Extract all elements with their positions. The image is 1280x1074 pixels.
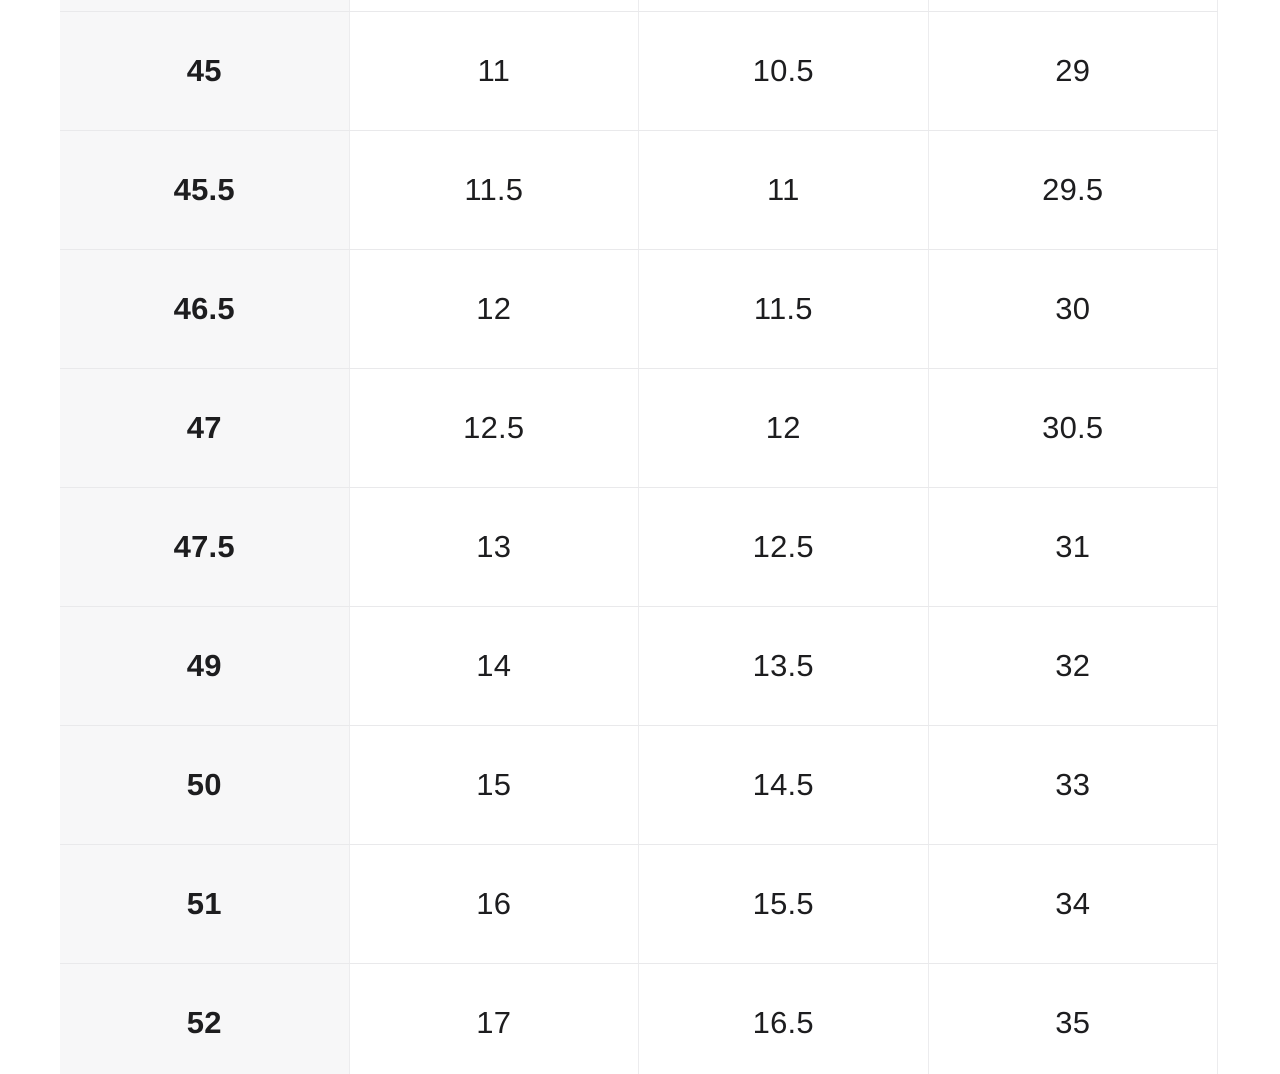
- size-cell: 12.5: [639, 488, 929, 606]
- size-cell: 12.5: [349, 369, 639, 487]
- size-cell: 14.5: [639, 726, 929, 844]
- row-header-cell: 52: [60, 964, 350, 1074]
- table-row: 52 17 16.5 35: [60, 964, 1218, 1074]
- size-cell: 16: [349, 845, 639, 963]
- size-cell: 35: [928, 964, 1218, 1074]
- row-header-cell: 46.5: [60, 250, 350, 368]
- size-cell: 11: [349, 12, 639, 130]
- row-header-cell: [60, 0, 350, 11]
- size-cell: 12: [349, 250, 639, 368]
- row-header-cell: 45: [60, 12, 350, 130]
- size-cell: 32: [928, 607, 1218, 725]
- size-chart-table: 45 11 10.5 29 45.5 11.5 11 29.5 46.5 12 11.5 30 47 12…: [60, 0, 1218, 1074]
- table-row: 49 14 13.5 32: [60, 607, 1218, 726]
- row-header-cell: 50: [60, 726, 350, 844]
- size-cell: 13.5: [639, 607, 929, 725]
- row-header-cell: 45.5: [60, 131, 350, 249]
- size-cell: 11.5: [639, 250, 929, 368]
- size-cell: 12: [639, 369, 929, 487]
- table-row: 46.5 12 11.5 30: [60, 250, 1218, 369]
- size-cell: 31: [928, 488, 1218, 606]
- size-cell: 15: [349, 726, 639, 844]
- size-cell: 33: [928, 726, 1218, 844]
- size-cell: 29: [928, 12, 1218, 130]
- row-header-cell: 47: [60, 369, 350, 487]
- table-row: 50 15 14.5 33: [60, 726, 1218, 845]
- size-cell: 29.5: [928, 131, 1218, 249]
- size-cell: 16.5: [639, 964, 929, 1074]
- size-cell: 15.5: [639, 845, 929, 963]
- size-cell: 17: [349, 964, 639, 1074]
- size-cell: 11: [639, 131, 929, 249]
- size-cell: [928, 0, 1218, 11]
- size-cell: 30.5: [928, 369, 1218, 487]
- row-header-cell: 49: [60, 607, 350, 725]
- row-header-cell: 51: [60, 845, 350, 963]
- size-cell: 11.5: [349, 131, 639, 249]
- row-header-cell: 47.5: [60, 488, 350, 606]
- table-row: 45.5 11.5 11 29.5: [60, 131, 1218, 250]
- table-row: 45 11 10.5 29: [60, 12, 1218, 131]
- size-cell: 14: [349, 607, 639, 725]
- size-cell: 34: [928, 845, 1218, 963]
- size-cell: [349, 0, 639, 11]
- table-row-partial: [60, 0, 1218, 12]
- size-cell: 30: [928, 250, 1218, 368]
- size-cell: [639, 0, 929, 11]
- table-row: 47 12.5 12 30.5: [60, 369, 1218, 488]
- table-row: 51 16 15.5 34: [60, 845, 1218, 964]
- size-cell: 13: [349, 488, 639, 606]
- size-cell: 10.5: [639, 12, 929, 130]
- table-row: 47.5 13 12.5 31: [60, 488, 1218, 607]
